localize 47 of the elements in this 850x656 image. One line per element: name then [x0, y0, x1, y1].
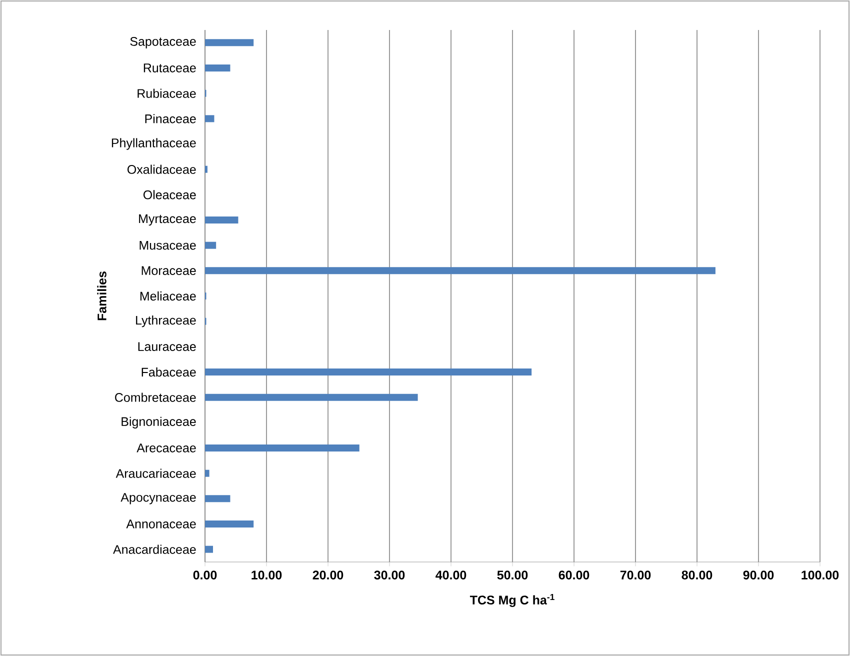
y-tick-label: Myrtaceae	[139, 214, 196, 226]
bar	[205, 39, 254, 46]
y-tick-label: Lythraceae	[136, 315, 196, 328]
bar	[205, 64, 230, 72]
y-tick-label: Pinaceae	[145, 114, 196, 124]
x-tick-label: 90.00	[743, 570, 774, 580]
y-tick-label: Lauraceae	[138, 342, 196, 352]
y-tick-label: Rubiaceae	[138, 88, 196, 98]
bar	[205, 115, 214, 122]
x-tick-label: 10.00	[252, 570, 282, 580]
bar	[205, 470, 210, 477]
x-axis-title: TCS Mg C ha$^{-1}$	[470, 594, 554, 608]
x-tick-label: 70.00	[620, 570, 651, 580]
x-tick-label: 30.00	[374, 570, 405, 580]
bar	[205, 444, 360, 452]
y-tick-label: Combretaceae	[115, 392, 196, 402]
x-tick-label: 60.00	[558, 570, 590, 580]
y-tick-label: Sapotaceae	[130, 36, 196, 48]
bar	[205, 242, 216, 249]
y-tick-label: Meliaceae	[140, 291, 196, 301]
y-tick-label: Oxalidaceae	[128, 164, 196, 174]
y-axis-title: Families	[97, 271, 106, 320]
bar	[205, 546, 214, 553]
y-tick-label: Anacardiaceae	[113, 544, 196, 554]
y-tick-label: Fabaceae	[142, 367, 196, 377]
x-tick-label: 20.00	[312, 570, 344, 580]
bar	[205, 216, 238, 224]
y-tick-label: Arecaceae	[136, 444, 196, 452]
y-tick-label: Rutaceae	[144, 64, 196, 72]
bar	[205, 520, 254, 528]
x-tick-label: 50.00	[497, 570, 528, 580]
y-tick-label: Musaceae	[140, 240, 196, 250]
y-tick-label: Araucariaceae	[116, 468, 196, 478]
bar	[205, 267, 716, 274]
bar	[205, 368, 532, 376]
y-tick-label: Oleaceae	[143, 190, 196, 200]
y-tick-label: Apocynaceae	[120, 493, 196, 504]
x-tick-label: 0.00	[193, 570, 217, 580]
y-tick-label: Phyllanthaceae	[112, 138, 196, 150]
bar	[205, 495, 230, 502]
x-tick-label: 40.00	[436, 570, 466, 580]
y-tick-label: Bignoniaceae	[122, 416, 196, 428]
x-tick-label: 80.00	[682, 570, 712, 580]
x-tick-label: 100.00	[802, 570, 839, 580]
bar	[205, 394, 418, 401]
y-tick-label: Moraceae	[142, 266, 196, 276]
y-tick-label: Annonaceae	[126, 520, 196, 528]
